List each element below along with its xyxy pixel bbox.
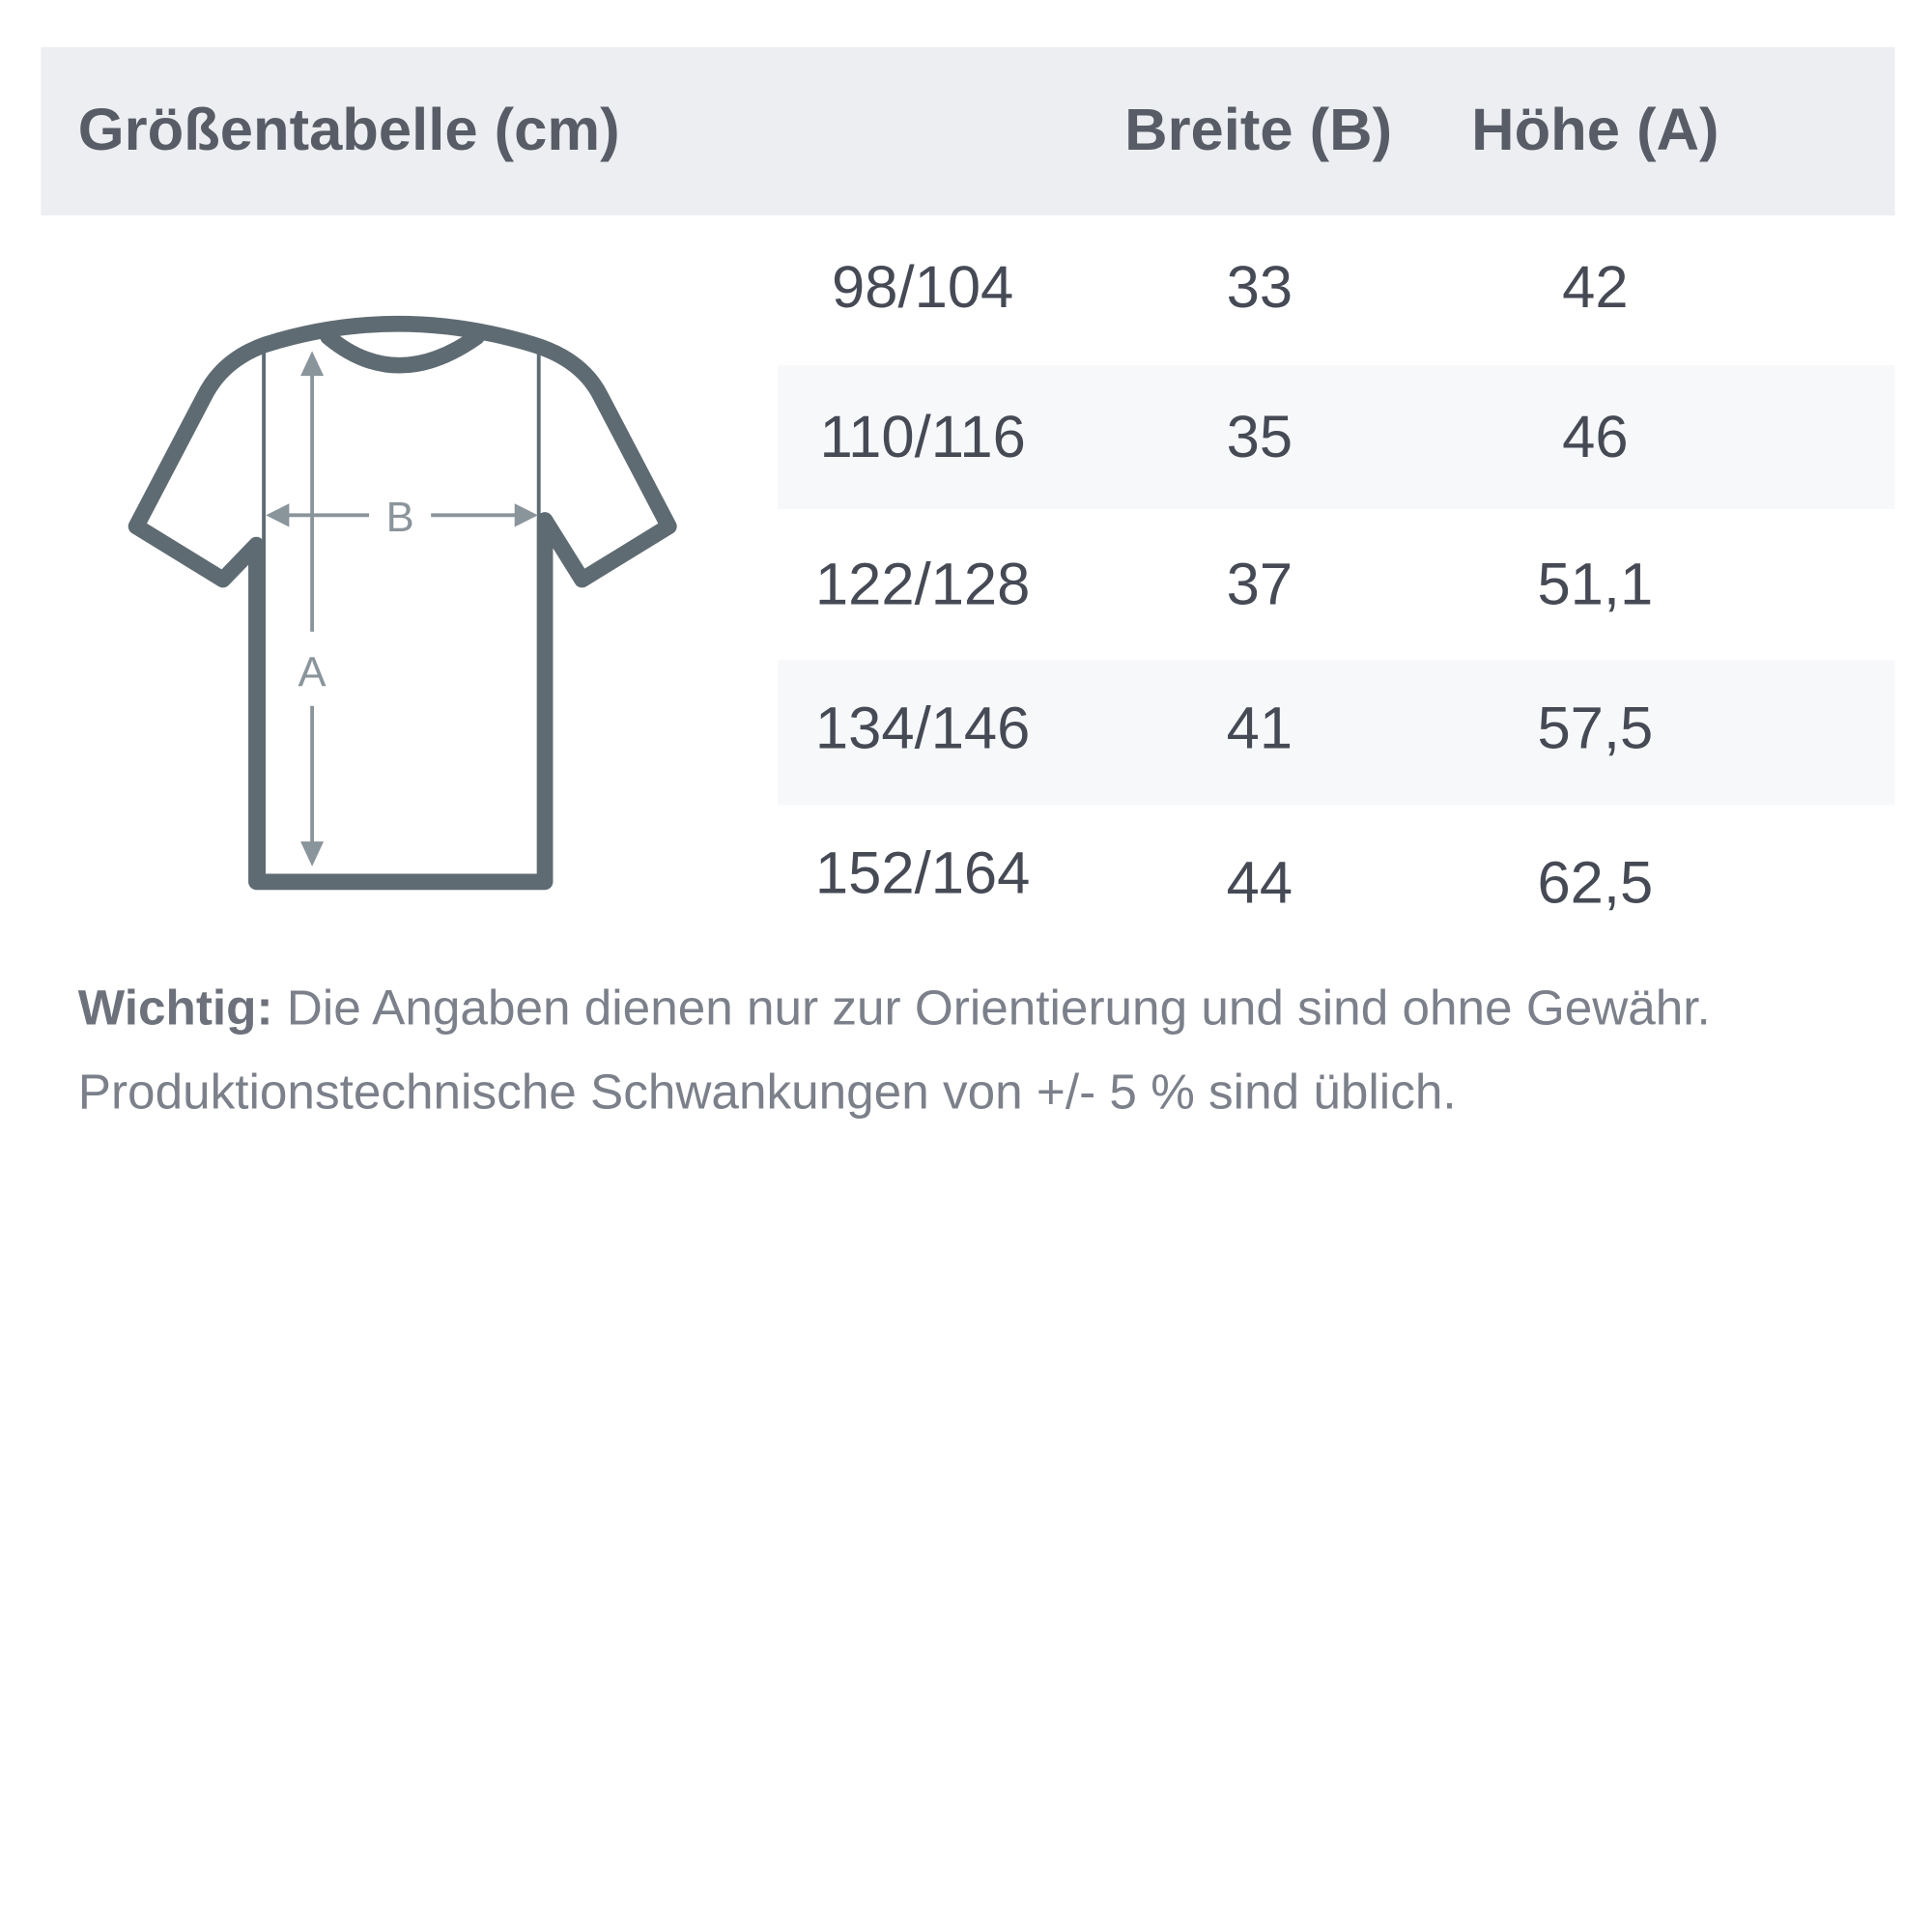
table-cell-size: 110/116 — [819, 405, 1026, 471]
table-cell-breite: 35 — [1226, 405, 1293, 471]
column-header-breite: Breite (B) — [1124, 98, 1393, 164]
row-stripe — [778, 365, 1895, 509]
column-header-hoehe: Höhe (A) — [1471, 98, 1719, 164]
table-cell-hoehe: 62,5 — [1537, 850, 1654, 917]
note-text: Die Angaben dienen nur zur Orientierung … — [272, 980, 1711, 1036]
table-cell-size: 98/104 — [832, 255, 1014, 322]
label-a: A — [298, 649, 327, 696]
label-b: B — [386, 495, 414, 541]
table-header — [41, 46, 1895, 216]
table-cell-hoehe: 46 — [1562, 405, 1629, 471]
table-cell-size: 152/164 — [814, 840, 1031, 907]
table-cell-breite: 37 — [1226, 552, 1293, 618]
tshirt-icon: B A — [128, 316, 677, 891]
table-cell-size: 122/128 — [814, 552, 1031, 618]
note-line-2: Produktionstechnische Schwankungen von +… — [77, 1065, 1457, 1121]
table-cell-breite: 44 — [1226, 850, 1293, 917]
table-cell-breite: 41 — [1226, 696, 1293, 762]
note-line-1: Wichtig: Die Angaben dienen nur zur Orie… — [78, 980, 1711, 1037]
note-label: Wichtig: — [77, 980, 273, 1036]
table-cell-hoehe: 57,5 — [1537, 696, 1654, 762]
row-stripe — [778, 660, 1895, 806]
table-cell-hoehe: 42 — [1562, 255, 1629, 322]
table-title: Größentabelle (cm) — [77, 98, 620, 164]
table-cell-size: 134/146 — [814, 696, 1031, 762]
table-cell-hoehe: 51,1 — [1537, 552, 1654, 618]
table-cell-breite: 33 — [1226, 255, 1293, 322]
